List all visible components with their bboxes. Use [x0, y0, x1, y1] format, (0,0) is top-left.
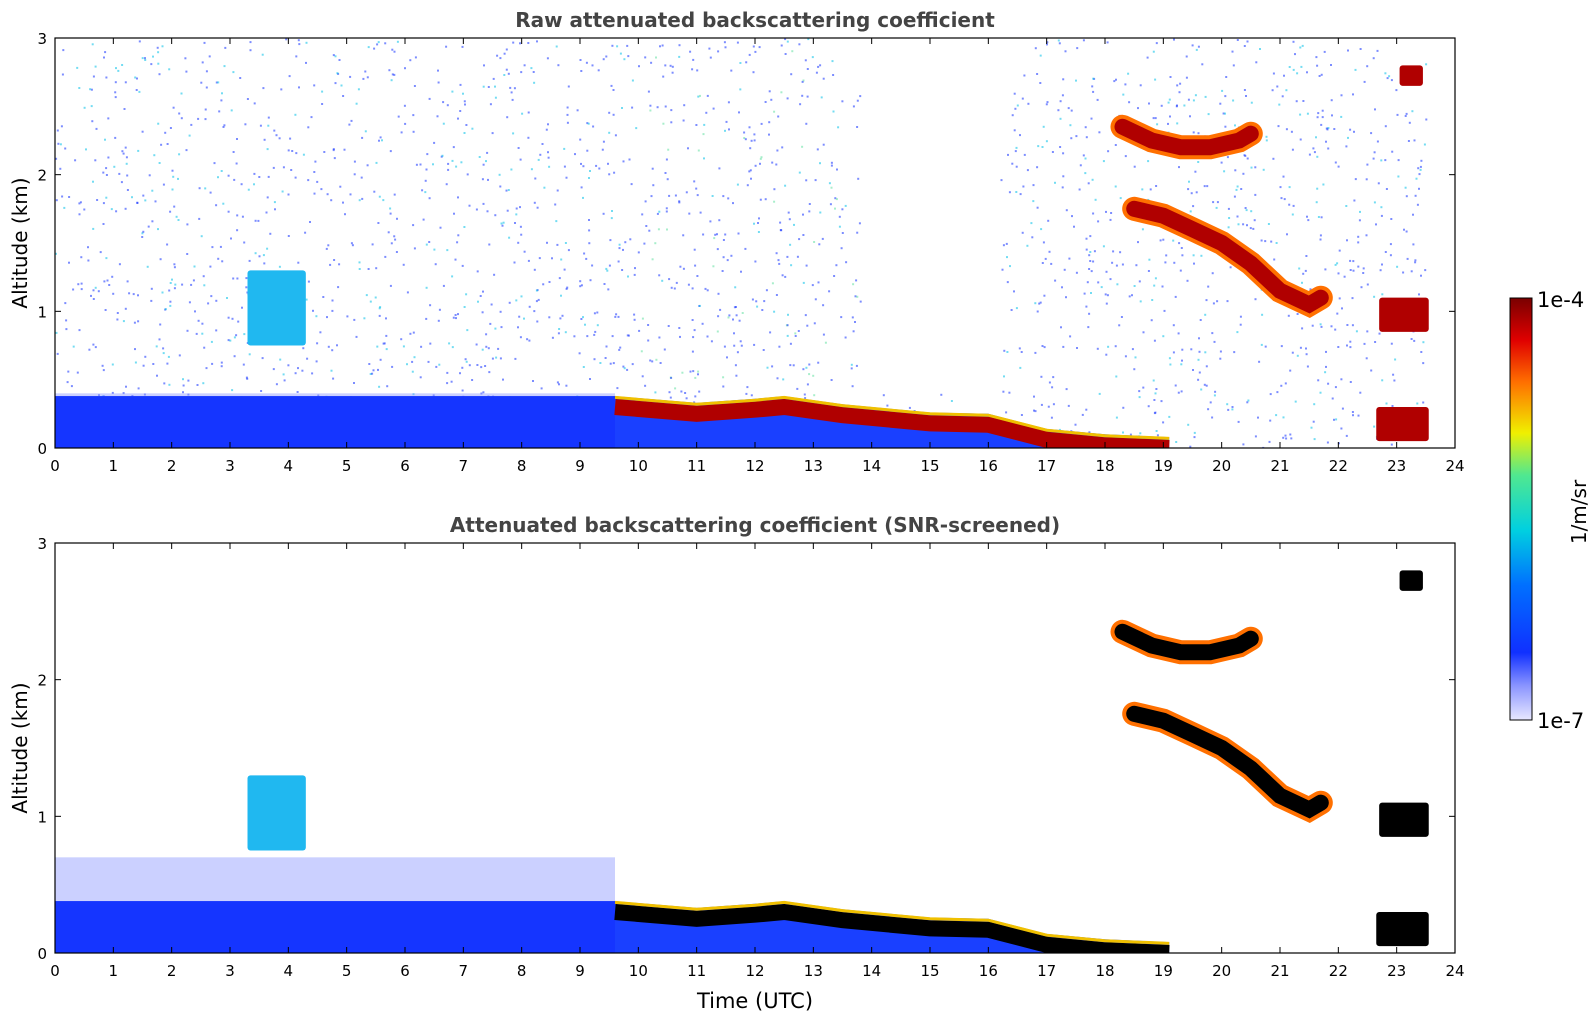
raw-x-tick-label: 15	[920, 457, 939, 475]
screened-x-axis: 0 1 2 3 4 5 6 7 8 9 10 11 12 13 14 15 16 17 18 19 20 21 22 23 24	[50, 543, 1465, 980]
colorbar-unit-label: 1/m/sr	[1567, 479, 1591, 544]
raw-x-tick-label: 19	[1154, 457, 1173, 475]
raw-aerosol-plume	[247, 270, 306, 346]
raw-x-tick-label: 8	[517, 457, 527, 475]
screened-x-tick-label: 2	[167, 962, 177, 980]
screened-x-tick-label: 19	[1154, 962, 1173, 980]
screened-aerosol-layer-top-rim	[614, 900, 1170, 945]
screened-descending-cloud	[1126, 705, 1329, 819]
screened-x-tick-label: 14	[862, 962, 881, 980]
screened-cloud-23h-high	[1399, 570, 1423, 591]
raw-x-tick-label: 2	[167, 457, 177, 475]
raw-y-tick-label: 1	[37, 303, 47, 321]
raw-x-tick-label: 0	[50, 457, 60, 475]
colorbar-gradient	[1509, 297, 1533, 721]
screened-y-tick-label: 2	[37, 672, 47, 690]
raw-x-tick-label: 13	[804, 457, 823, 475]
raw-x-tick-label: 14	[862, 457, 881, 475]
screened-panel-title: Attenuated backscattering coefficient (S…	[450, 513, 1060, 537]
screened-heatmap	[55, 570, 1429, 953]
screened-x-tick-label: 0	[50, 962, 60, 980]
screened-y-axis: 0 1 2 3	[37, 535, 1455, 963]
screened-x-tick-label: 10	[629, 962, 648, 980]
raw-y-tick-label: 3	[37, 30, 47, 48]
raw-y-axis-label: Altitude (km)	[8, 177, 32, 308]
raw-x-tick-label: 3	[225, 457, 235, 475]
screened-x-tick-label: 5	[342, 962, 352, 980]
screened-surface-layer-23h	[1376, 912, 1429, 947]
raw-x-tick-label: 23	[1387, 457, 1406, 475]
screened-panel: Attenuated backscattering coefficient (S…	[8, 513, 1465, 1013]
screened-x-tick-label: 3	[225, 962, 235, 980]
screened-x-tick-label: 21	[1270, 962, 1289, 980]
raw-x-tick-label: 17	[1037, 457, 1056, 475]
raw-x-tick-label: 21	[1270, 457, 1289, 475]
colorbar-min-label: 1e-7	[1537, 709, 1584, 733]
screened-x-tick-label: 20	[1212, 962, 1231, 980]
raw-x-tick-label: 24	[1445, 457, 1464, 475]
raw-x-tick-label: 6	[400, 457, 410, 475]
screened-x-tick-label: 9	[575, 962, 585, 980]
raw-x-tick-label: 11	[687, 457, 706, 475]
raw-x-tick-label: 1	[109, 457, 119, 475]
raw-x-tick-label: 4	[284, 457, 294, 475]
raw-x-tick-label: 16	[979, 457, 998, 475]
raw-x-axis: 0 1 2 3 4 5 6 7 8 9 10 11 12 13 14 15 16 17 18 19 20 21 22 23 24	[50, 38, 1465, 475]
raw-y-tick-label: 2	[37, 167, 47, 185]
raw-x-tick-label: 12	[745, 457, 764, 475]
raw-x-tick-label: 5	[342, 457, 352, 475]
raw-panel-title: Raw attenuated backscattering coefficien…	[515, 8, 995, 32]
raw-cloud-23h-high	[1399, 65, 1423, 86]
raw-panel: Raw attenuated backscattering coefficien…	[8, 8, 1465, 475]
raw-upper-cloud	[1114, 118, 1259, 156]
raw-aerosol-layer-top-core	[614, 398, 1170, 448]
screened-x-tick-label: 15	[920, 962, 939, 980]
raw-boundary-layer-haze	[55, 393, 615, 448]
screened-aerosol-plume	[247, 775, 306, 851]
screened-x-tick-label: 17	[1037, 962, 1056, 980]
screened-aerosol-layer-top-core	[614, 903, 1170, 953]
screened-x-tick-label: 23	[1387, 962, 1406, 980]
screened-x-tick-label: 6	[400, 962, 410, 980]
screened-x-tick-label: 8	[517, 962, 527, 980]
raw-x-tick-label: 10	[629, 457, 648, 475]
screened-y-tick-label: 3	[37, 535, 47, 553]
raw-x-tick-label: 9	[575, 457, 585, 475]
screened-x-tick-label: 13	[804, 962, 823, 980]
screened-x-tick-label: 16	[979, 962, 998, 980]
screened-y-tick-label: 1	[37, 808, 47, 826]
raw-x-tick-label: 7	[459, 457, 469, 475]
screened-upper-cloud	[1114, 623, 1259, 661]
raw-cloud-23h-low	[1379, 297, 1429, 332]
raw-x-tick-label: 20	[1212, 457, 1231, 475]
raw-descending-cloud	[1126, 200, 1329, 314]
screened-x-tick-label: 4	[284, 962, 294, 980]
raw-aerosol-layer-top-rim	[614, 395, 1170, 440]
screened-x-tick-label: 18	[1095, 962, 1114, 980]
screened-y-tick-label: 0	[37, 945, 47, 963]
raw-surface-layer-23h	[1376, 407, 1429, 442]
screened-cloud-23h-low	[1379, 802, 1429, 837]
raw-y-tick-label: 0	[37, 440, 47, 458]
x-axis-label: Time (UTC)	[696, 989, 813, 1013]
colorbar-max-label: 1e-4	[1537, 288, 1584, 312]
raw-x-tick-label: 22	[1329, 457, 1348, 475]
screened-x-tick-label: 22	[1329, 962, 1348, 980]
raw-y-axis: 0 1 2 3	[37, 30, 1455, 458]
screened-x-tick-label: 7	[459, 962, 469, 980]
screened-x-tick-label: 24	[1445, 962, 1464, 980]
screened-x-tick-label: 11	[687, 962, 706, 980]
screened-y-axis-label: Altitude (km)	[8, 682, 32, 813]
raw-plot-frame	[54, 37, 1456, 449]
screened-x-tick-label: 12	[745, 962, 764, 980]
screened-x-tick-label: 1	[109, 962, 119, 980]
raw-heatmap	[55, 38, 1429, 448]
colorbar: 1e-4 1e-7 1/m/sr	[1509, 288, 1591, 733]
screened-boundary-layer-haze	[55, 857, 615, 953]
raw-x-tick-label: 18	[1095, 457, 1114, 475]
